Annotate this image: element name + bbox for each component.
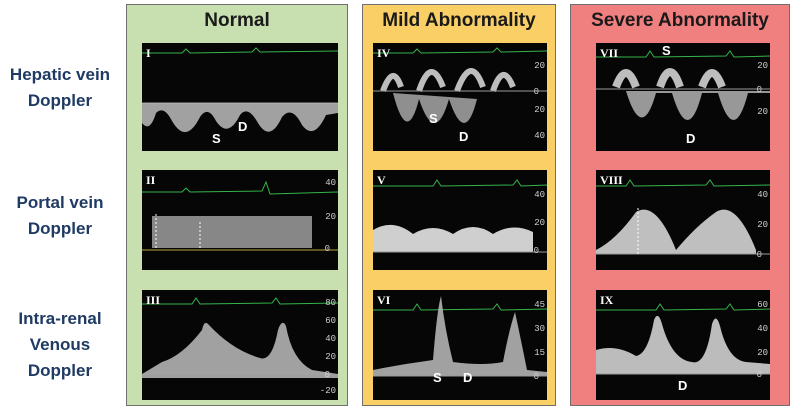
panel-vii: VII S D 20 0 20 [596, 43, 770, 151]
scale-label: 40 [757, 190, 768, 200]
scale-label: 0 [756, 85, 762, 95]
panel-iv: IV S D 20 0 20 40 [373, 43, 547, 151]
column-normal: Normal I S D II 40 20 0 III 80 60 [126, 4, 348, 406]
scale-label: 20 [534, 105, 545, 115]
panel-viii: VIII 40 20 0 [596, 170, 770, 270]
doppler-band [152, 216, 312, 248]
ecg-trace [142, 47, 338, 54]
panel-v: V 40 20 0 [373, 170, 547, 270]
panel-iii: III 80 60 40 20 0 -20 [142, 290, 338, 400]
ecg-trace [596, 179, 770, 187]
scale-label: 20 [757, 107, 768, 117]
panel-numeral: VIII [600, 173, 623, 187]
scale-label: -20 [319, 386, 336, 396]
ecg-trace [596, 303, 770, 311]
scale-label: 40 [757, 324, 768, 334]
panel-numeral: V [377, 173, 386, 187]
row-label-line: Venous [29, 335, 91, 354]
row-label-portal: Portal vein Doppler [0, 190, 120, 242]
panel-numeral: II [146, 173, 156, 187]
panel-ii: II 40 20 0 [142, 170, 338, 270]
ecg-trace [373, 179, 547, 187]
scale-label: 15 [534, 348, 545, 358]
scale-label: 45 [534, 300, 545, 310]
scale-label: 40 [325, 178, 336, 188]
scale-label: 0 [533, 246, 539, 256]
ecg-trace [596, 50, 770, 58]
ecg-trace [373, 47, 547, 54]
scale-label: 40 [534, 190, 545, 200]
panel-numeral: III [146, 293, 161, 307]
doppler-waveform [373, 296, 547, 376]
scale-label: 30 [534, 324, 545, 334]
scale-label: 20 [534, 61, 545, 71]
scale-label: 0 [533, 372, 539, 382]
panel-numeral: I [146, 46, 151, 60]
doppler-waveform [373, 224, 533, 252]
row-label-line: Hepatic vein [9, 65, 111, 84]
doppler-waveform [142, 322, 338, 378]
scale-label: 20 [325, 352, 336, 362]
marker-s: S [429, 111, 438, 126]
ecg-trace [373, 303, 547, 311]
column-mild-abnormality: Mild Abnormality IV S D 20 0 20 40 V 40 … [362, 4, 556, 406]
scale-label: 40 [534, 131, 545, 141]
scale-label: 20 [757, 348, 768, 358]
row-label-line: Doppler [27, 219, 93, 238]
marker-s: S [212, 131, 221, 146]
scale-label: 60 [757, 300, 768, 310]
panel-ix: IX D 60 40 20 0 [596, 290, 770, 400]
scale-label: 0 [533, 87, 539, 97]
column-severe-abnormality: Severe Abnormality VII S D 20 0 20 VIII … [570, 4, 790, 406]
marker-d: D [678, 378, 688, 393]
row-label-line: Intra-renal [18, 309, 102, 328]
scale-label: 80 [325, 298, 336, 308]
ecg-trace [142, 297, 338, 305]
doppler-waveform-down [393, 93, 477, 123]
scale-label: 0 [756, 370, 762, 380]
marker-d: D [463, 370, 473, 385]
ecg-trace [142, 180, 338, 195]
marker-s: S [662, 43, 671, 58]
marker-s: S [433, 370, 442, 385]
panel-numeral: VI [377, 293, 391, 307]
marker-d: D [686, 131, 696, 146]
doppler-waveform-up [612, 68, 726, 89]
doppler-waveform [596, 209, 756, 254]
doppler-waveform-up [380, 68, 516, 93]
scale-label: 40 [325, 334, 336, 344]
marker-d: D [238, 119, 248, 134]
panel-vi: VI S D 45 30 15 0 [373, 290, 547, 400]
scale-label: 20 [534, 218, 545, 228]
marker-d: D [459, 129, 469, 144]
scale-label: 0 [324, 370, 330, 380]
row-label-intrarenal: Intra-renal Venous Doppler [0, 306, 120, 384]
panel-numeral: IV [377, 46, 391, 60]
scale-label: 20 [757, 61, 768, 71]
column-title-mild: Mild Abnormality [382, 10, 536, 31]
scale-label: 0 [756, 250, 762, 260]
scale-label: 60 [325, 316, 336, 326]
doppler-waveform [596, 315, 770, 374]
column-title-normal: Normal [204, 10, 270, 31]
scale-label: 20 [757, 220, 768, 230]
row-label-hepatic: Hepatic vein Doppler [0, 62, 120, 114]
scale-label: 0 [324, 244, 330, 254]
panel-numeral: VII [600, 46, 619, 60]
row-label-line: Portal vein [16, 193, 104, 212]
row-label-line: Doppler [27, 91, 93, 110]
scale-label: 20 [325, 212, 336, 222]
panel-numeral: IX [600, 293, 614, 307]
column-title-severe: Severe Abnormality [591, 10, 769, 31]
panel-i: I S D [142, 43, 338, 151]
doppler-waveform [142, 103, 338, 133]
doppler-waveform-down [596, 91, 770, 120]
row-label-line: Doppler [27, 361, 93, 380]
